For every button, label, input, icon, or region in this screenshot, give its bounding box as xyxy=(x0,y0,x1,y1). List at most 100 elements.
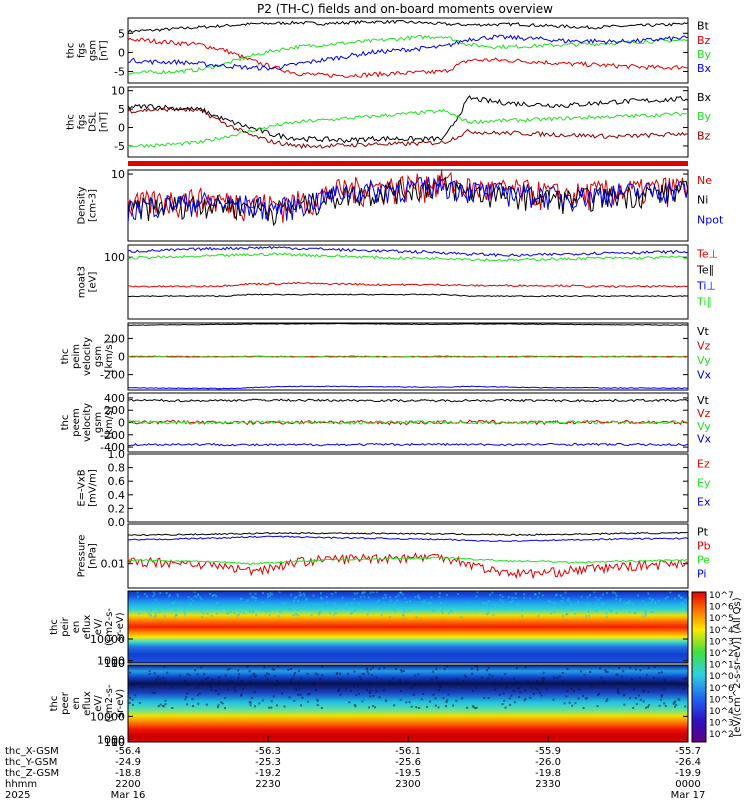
x-row-label: thc_Y-GSM xyxy=(5,757,57,768)
y-axis-label-line: [mV/m] xyxy=(88,469,99,507)
y-tick-label: 5 xyxy=(118,103,125,116)
y-tick-label: 10 xyxy=(111,657,125,670)
x-tick-y: -26.0 xyxy=(535,757,561,768)
legend-ni: Ni xyxy=(697,194,708,207)
series-line-vy xyxy=(127,355,688,358)
y-axis-label-line: Pressure xyxy=(77,535,88,578)
y-axis-label-line: en xyxy=(71,697,82,710)
plot-frame xyxy=(127,244,689,320)
series-line-ni xyxy=(127,176,689,227)
x-tick-x: -56.1 xyxy=(395,746,421,757)
x-tick-hhmm: 0000 xyxy=(675,779,700,790)
series-line-vy xyxy=(127,419,688,426)
y-axis-label-line: thc xyxy=(66,114,77,130)
y-axis-label-line: gsm xyxy=(93,346,104,367)
x-tick-y: -26.4 xyxy=(675,757,701,768)
panels: 50-5thcfgsgsm[nT]BtBzByBx1050-5thcfgsDSL… xyxy=(49,17,724,749)
y-tick-label: 0.2 xyxy=(108,502,126,515)
x-tick-x: -55.9 xyxy=(535,746,561,757)
legend-bz: Bz xyxy=(697,130,711,143)
series-line-vx xyxy=(127,385,688,390)
series-line-ti∥ xyxy=(127,252,689,262)
spectrogram-texture xyxy=(136,591,690,618)
y-axis-label-line: eflux xyxy=(82,615,93,640)
series-line-bx xyxy=(127,95,689,144)
y-axis-label: E=-VxB[mV/m] xyxy=(77,469,99,507)
panel-density: 10 Density[cm-3] Ne Ni Npot xyxy=(77,168,724,242)
legend-vy: Vy xyxy=(697,420,711,433)
y-tick-label: 200 xyxy=(104,332,125,345)
colorbar-tick: 10^6 xyxy=(709,603,734,613)
series-line-te∥ xyxy=(127,293,689,298)
legend-vt: Vt xyxy=(697,394,710,407)
y-axis-label: thcfgsDSL[nT] xyxy=(66,112,110,132)
y-tick-label: -200 xyxy=(100,369,125,382)
y-axis-label-line: peem xyxy=(71,408,82,436)
colorbar-tick: 10^5 xyxy=(709,695,734,705)
series-line-vz xyxy=(127,419,689,426)
y-axis-label-line: sr-eV) xyxy=(115,689,126,718)
series-line-npot xyxy=(127,175,689,224)
y-axis-label-line: [km/s] xyxy=(104,340,115,372)
y-tick-label: 1.0 xyxy=(108,448,126,461)
chart-title: P2 (TH-C) fields and on-board moments ov… xyxy=(257,2,553,16)
y-tick-label: 10000 xyxy=(90,633,125,646)
x-tick-z: -19.2 xyxy=(255,768,281,779)
y-axis-label: Density[cm-3] xyxy=(77,186,99,224)
y-tick-label: 1000 xyxy=(97,733,125,746)
x-tick-y: -25.3 xyxy=(255,757,281,768)
colorbar-tick: 10^4 xyxy=(709,707,734,717)
y-axis-label-line: thc xyxy=(60,415,71,431)
plot-frame xyxy=(127,169,689,242)
y-axis-label-line: (cm2-s- xyxy=(104,608,115,646)
legend-pe: Pe xyxy=(697,553,710,566)
plot-frame xyxy=(127,523,689,589)
legend-vt: Vt xyxy=(697,325,710,338)
y-axis-label-line: DSL xyxy=(88,112,99,132)
y-tick-label: 0.6 xyxy=(108,475,126,488)
legend-ti∥: Ti∥ xyxy=(696,296,712,309)
x-row-label: hhmm xyxy=(5,779,37,790)
colorbar-tick: 10^6 xyxy=(709,684,734,694)
x-tick-y: -24.9 xyxy=(115,757,141,768)
x-tick-z: -19.9 xyxy=(675,768,701,779)
y-tick-label: 0.8 xyxy=(108,462,126,475)
x-tick-hhmm: 2330 xyxy=(535,779,560,790)
series-line-vt xyxy=(127,398,689,403)
series-line-bt xyxy=(127,19,689,34)
y-axis-label-line: thc xyxy=(60,349,71,365)
y-axis-label-line: [eV] xyxy=(88,272,99,293)
y-axis-label: Pressure[nPa] xyxy=(77,535,99,578)
plot-frame xyxy=(127,86,689,158)
legend-vz: Vz xyxy=(697,339,711,352)
x-tick-hhmm: 2200 xyxy=(115,779,140,790)
y-axis-label-line: [nT] xyxy=(99,112,110,132)
legend-npot: Npot xyxy=(697,213,724,226)
y-axis-label-line: velocity xyxy=(82,403,93,442)
colorbar-tick: 10^0 xyxy=(709,672,734,682)
y-tick-label: 0.0 xyxy=(108,516,126,529)
legend-vz: Vz xyxy=(697,407,711,420)
y-axis-label-line: [nPa] xyxy=(88,543,99,569)
series-line-pt xyxy=(127,531,689,537)
legend-ex: Ex xyxy=(697,495,711,508)
x-tick-y: -25.6 xyxy=(395,757,421,768)
legend-ey: Ey xyxy=(697,476,711,489)
x-tick-date: Mar 16 xyxy=(111,790,146,800)
panel-peem-velocity: 4002000-200-400thcpeemvelocitygsm[km/s]V… xyxy=(60,392,712,454)
y-axis-label-line: peir xyxy=(60,616,71,636)
plot-frame xyxy=(127,17,689,84)
legend-ez: Ez xyxy=(697,458,710,471)
series-line-vx xyxy=(128,442,689,447)
legend-pt: Pt xyxy=(697,526,709,539)
y-axis-label-line: eV/ xyxy=(93,695,104,712)
series-line-pe xyxy=(127,556,689,565)
x-tick-date: Mar 17 xyxy=(671,790,706,800)
y-axis-label: thcpeemvelocitygsm[km/s] xyxy=(60,403,115,442)
y-tick-label: 0 xyxy=(118,122,125,135)
